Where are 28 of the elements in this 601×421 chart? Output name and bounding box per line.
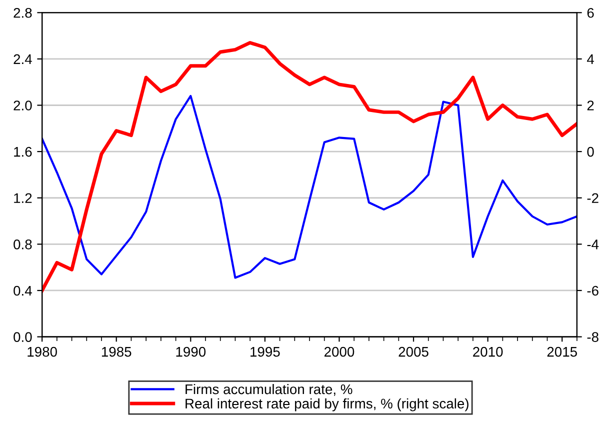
y2-tick-label: -4 <box>587 240 599 250</box>
line-series <box>42 40 577 292</box>
y2-tick-label: 0 <box>587 146 594 157</box>
y2-tick-label: -2 <box>587 193 598 203</box>
x-tick-label: 2010 <box>473 346 503 357</box>
y-tick-label: 2.8 <box>14 8 32 18</box>
x-tick-label: 2015 <box>547 346 577 357</box>
x-tick-label: 1985 <box>102 346 132 357</box>
x-tick-label: 2000 <box>324 346 354 357</box>
y-tick-label: 2.4 <box>14 54 32 64</box>
x-tick-label: 1995 <box>250 346 280 357</box>
y-tick-label: 0.8 <box>14 240 32 250</box>
y-tick-label: 0.4 <box>14 286 32 296</box>
y2-tick-label: 6 <box>587 8 594 18</box>
y-tick-label: 2.0 <box>14 100 32 110</box>
x-tick-label: 1990 <box>176 346 206 357</box>
y-tick-label: 1.2 <box>14 193 32 203</box>
y2-tick-label: 2 <box>587 100 594 110</box>
legend-label: Firms accumulation rate, % <box>186 384 352 396</box>
y2-tick-label: 4 <box>587 54 594 64</box>
y-tick-label: 1.6 <box>14 146 32 157</box>
legend-label: Real interest rate paid by firms, % (right scale) <box>186 398 468 412</box>
y2-tick-label: -8 <box>587 332 598 342</box>
x-tick-label: 2005 <box>398 346 428 357</box>
line-series <box>42 94 577 279</box>
y-tick-label: 0.0 <box>14 332 32 342</box>
y2-tick-label: -6 <box>587 286 598 296</box>
x-tick-label: 1980 <box>28 346 57 357</box>
